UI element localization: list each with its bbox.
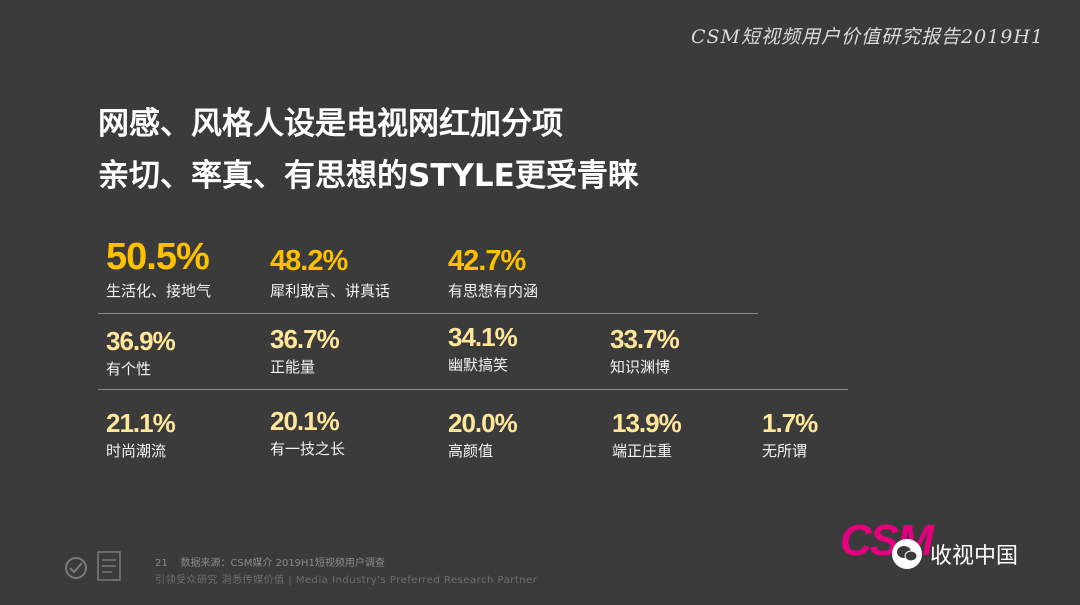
stat-label: 有一技之长 (270, 440, 346, 458)
stat-percent: 20.1% (270, 406, 340, 436)
stat-item: 20.1% 有一技之长 (270, 406, 345, 459)
footer-tagline: 引领受众研究 洞悉传媒价值 | Media Industry's Preferr… (155, 575, 538, 586)
stat-item: 21.1% 时尚潮流 (106, 408, 176, 461)
stat-percent: 13.9% (612, 408, 682, 438)
row-divider (98, 389, 848, 390)
stat-label: 犀利敢言、讲真话 (270, 282, 391, 300)
footer-source: 21 数据来源：CSM媒介 2019H1短视频用户调查 (155, 554, 385, 569)
stat-item: 36.9% 有个性 (106, 326, 176, 379)
stat-item: 34.1% 幽默搞笑 (448, 322, 518, 375)
stat-label: 端正庄重 (612, 442, 673, 460)
stat-item: 13.9% 端正庄重 (612, 408, 682, 461)
stat-item: 20.0% 高颜值 (448, 408, 518, 461)
stat-label: 有个性 (106, 360, 152, 378)
page-number: 21 (155, 558, 168, 569)
stat-percent: 34.1% (448, 322, 518, 352)
certification-badge-icon (65, 551, 121, 581)
stat-label: 幽默搞笑 (448, 356, 509, 374)
headline: 网感、风格人设是电视网红加分项 亲切、率真、有思想的STYLE更受青睐 (98, 98, 639, 202)
stat-percent: 1.7% (762, 408, 818, 438)
row-divider (98, 313, 758, 314)
wechat-name: 收视中国 (930, 544, 1019, 569)
stat-item: 1.7% 无所谓 (762, 408, 818, 461)
stat-percent: 21.1% (106, 408, 176, 438)
headline-line-1: 网感、风格人设是电视网红加分项 (98, 106, 563, 142)
wechat-account: 收视中国 (892, 538, 1018, 570)
stat-item: 42.7% 有思想有内涵 (448, 244, 538, 301)
certification-logos (62, 546, 142, 590)
stat-label: 时尚潮流 (106, 442, 167, 460)
stat-label: 无所谓 (762, 442, 808, 460)
stat-percent: 20.0% (448, 408, 518, 438)
report-title: CSM短视频用户价值研究报告2019H1 (690, 26, 1044, 48)
stat-percent: 50.5% (106, 236, 210, 278)
stat-item: 50.5% 生活化、接地气 (106, 236, 211, 301)
data-source: 数据来源：CSM媒介 2019H1短视频用户调查 (180, 558, 385, 569)
stat-percent: 36.7% (270, 324, 340, 354)
stat-label: 知识渊博 (610, 358, 671, 376)
stat-item: 36.7% 正能量 (270, 324, 340, 377)
stat-label: 正能量 (270, 358, 316, 376)
stat-percent: 42.7% (448, 245, 526, 277)
stat-label: 高颜值 (448, 442, 494, 460)
stat-percent: 33.7% (610, 324, 680, 354)
wechat-icon (892, 539, 922, 569)
stat-item: 33.7% 知识渊博 (610, 324, 680, 377)
stat-percent: 36.9% (106, 326, 176, 356)
stat-label: 有思想有内涵 (448, 282, 539, 300)
stat-percent: 48.2% (270, 245, 348, 277)
headline-line-2: 亲切、率真、有思想的STYLE更受青睐 (98, 158, 639, 194)
stat-item: 48.2% 犀利敢言、讲真话 (270, 244, 390, 301)
stat-label: 生活化、接地气 (106, 282, 212, 300)
